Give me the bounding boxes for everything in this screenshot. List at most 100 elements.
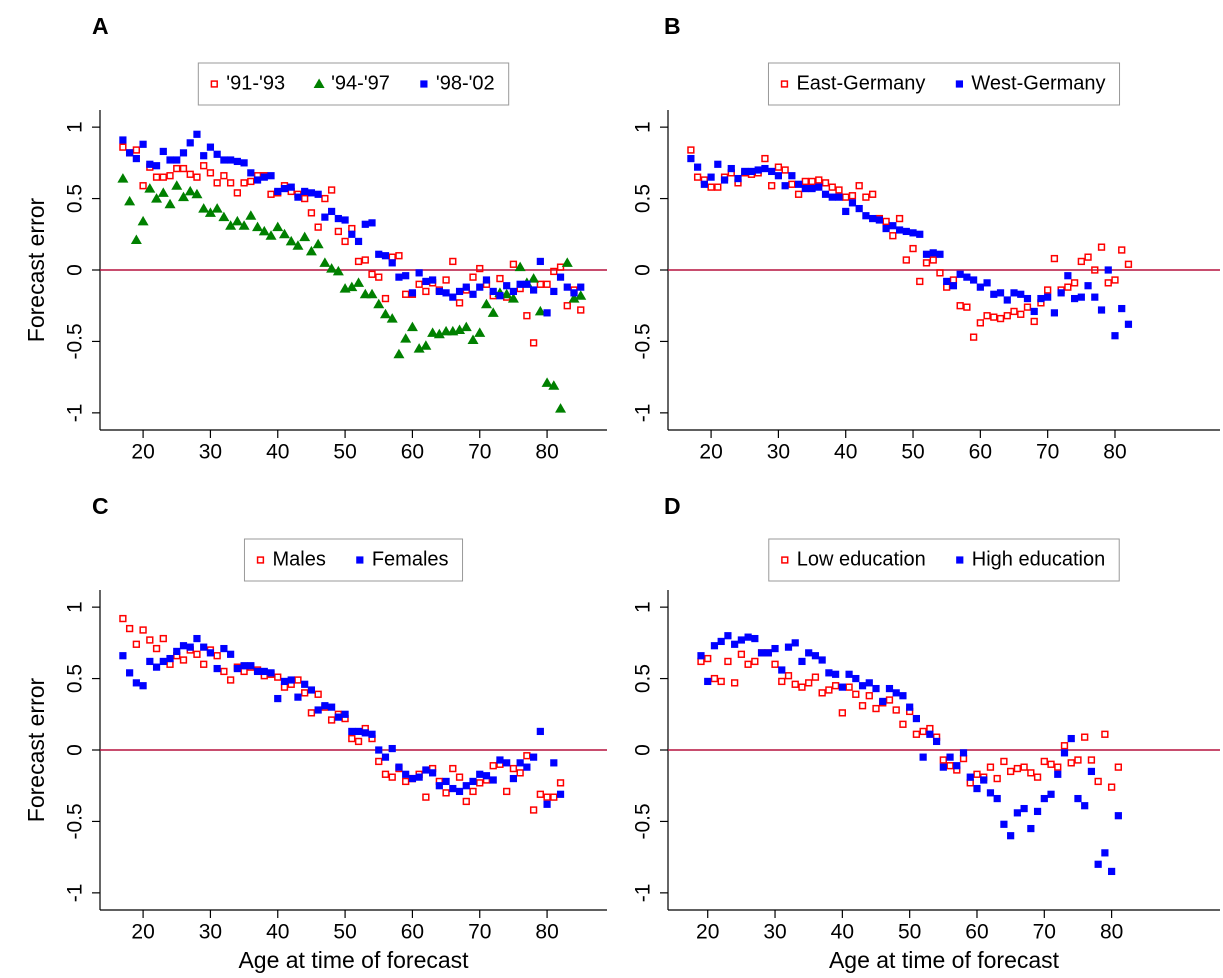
marker [852,690,860,698]
marker [825,669,833,677]
marker [245,210,257,220]
marker [200,643,208,651]
x-tick-label: 50 [898,921,921,944]
marker [516,759,524,767]
legend: Low education High education [768,538,1120,582]
marker [267,172,275,180]
marker [852,674,860,683]
marker [976,283,984,291]
marker [959,754,968,763]
marker [361,220,369,228]
marker [949,282,958,290]
marker [919,727,927,736]
marker [1067,734,1075,743]
marker [482,772,491,780]
marker [737,650,746,658]
y-axis-label: Forecast error [23,677,49,822]
marker [429,276,437,284]
marker [125,624,134,633]
marker [570,289,578,297]
marker [1003,312,1011,320]
marker [280,683,289,691]
marker [550,287,558,296]
marker [429,769,437,777]
marker [179,149,188,157]
marker [402,290,410,298]
marker [233,157,241,166]
marker [388,773,396,781]
marker [152,644,161,653]
marker [1107,783,1116,791]
marker [119,652,127,660]
marker [1084,282,1092,290]
marker [932,737,941,746]
marker [166,156,174,164]
marker [835,193,843,201]
marker [496,292,504,300]
marker [469,777,477,786]
marker [983,312,991,320]
panel: B -1 -0.5 0 0.5 1 20 30 40 50 60 70 80 East-Germany We… [632,13,1220,464]
marker [687,154,695,163]
marker [462,782,470,790]
marker [912,730,921,738]
marker [993,794,1001,803]
marker [953,762,961,770]
marker [747,167,756,176]
legend-label: Females [372,548,449,570]
marker [751,657,759,666]
marker [119,143,127,151]
x-tick-label: 40 [266,921,289,944]
marker [983,279,991,287]
marker [902,227,910,236]
marker [697,652,705,660]
legend-label: '94-'97 [331,72,390,94]
marker [294,193,302,201]
marker [433,328,445,339]
marker [774,172,782,180]
marker [375,273,383,281]
marker [821,190,830,198]
marker [523,752,531,760]
marker [1070,279,1079,287]
marker [151,193,163,203]
marker [193,634,201,643]
marker [146,160,154,168]
marker [543,309,551,317]
marker [771,660,779,668]
marker [139,682,147,690]
marker [1081,802,1089,810]
marker [314,190,322,198]
marker [126,149,134,157]
marker [781,182,789,190]
y-tick-label: -0.5 [632,803,655,839]
marker [166,660,174,668]
marker [332,265,344,276]
marker [1104,279,1112,287]
marker [240,159,248,167]
marker [768,182,776,190]
marker [848,192,857,200]
y-tick-label: -1 [632,884,655,903]
legend-marker [781,556,789,564]
marker [179,642,188,650]
marker [1057,289,1065,297]
x-tick-label: 60 [401,441,424,464]
marker [354,737,363,746]
marker [321,213,329,221]
x-tick-label: 30 [199,921,222,944]
marker [963,273,971,281]
marker [1010,307,1018,316]
marker [794,180,803,188]
marker [294,693,302,701]
x-tick-label: 60 [965,921,988,944]
marker [845,683,853,691]
y-tick-label: 1 [64,121,87,133]
x-tick-label: 30 [767,441,790,464]
marker [828,193,836,201]
x-tick-label: 70 [468,921,491,944]
marker [811,652,820,660]
x-tick-label: 40 [266,441,289,464]
marker [173,164,181,173]
marker [117,173,129,183]
